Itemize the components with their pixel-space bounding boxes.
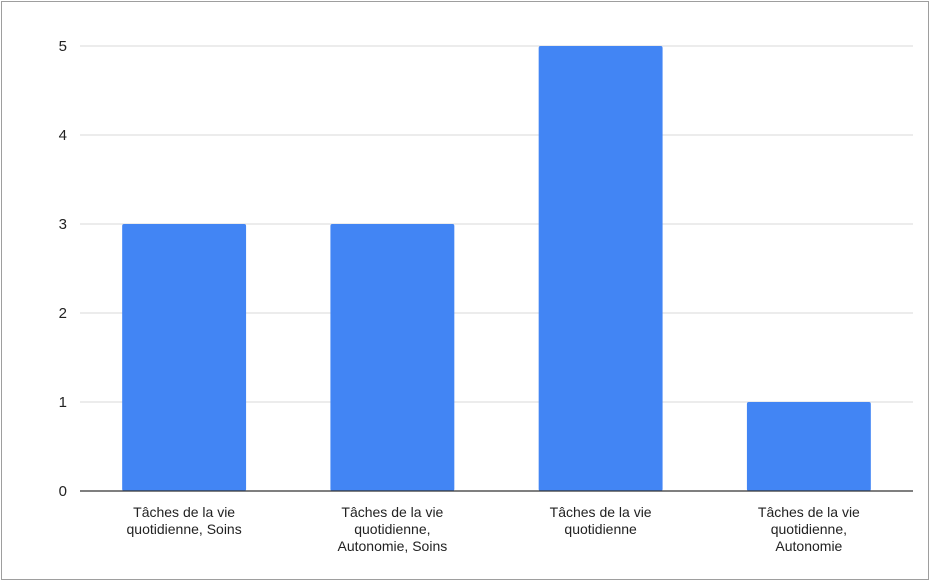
bar — [122, 224, 247, 491]
x-category-label-line: quotidienne, — [771, 521, 847, 537]
y-tick-label: 2 — [59, 305, 67, 322]
x-category-label: Tâches de la vie quotidienne, Autonomie, S… — [338, 504, 448, 554]
x-category-label-line: Tâches de la vie — [133, 504, 235, 520]
bar — [538, 46, 663, 491]
y-tick-label: 1 — [59, 394, 67, 411]
x-category-label-line: quotidienne, Soins — [127, 521, 242, 537]
x-category-label-line: Tâches de la vie — [341, 504, 443, 520]
y-tick-label: 5 — [59, 38, 67, 55]
y-tick-label: 0 — [59, 483, 67, 500]
y-tick-label: 4 — [59, 127, 67, 144]
x-category-label-line: Tâches de la vie — [550, 504, 652, 520]
bar — [330, 224, 455, 491]
x-category-label: Tâches de la vie quotidienne — [550, 504, 652, 537]
x-category-label: Tâches de la vie quotidienne, Autonomie — [758, 504, 860, 554]
x-axis-labels: Tâches de la vie quotidienne, SoinsTâches… — [127, 504, 861, 554]
x-category-label: Tâches de la vie quotidienne, Soins — [127, 504, 242, 537]
y-tick-label: 3 — [59, 216, 67, 233]
x-category-label-line: quotidienne, — [354, 521, 430, 537]
x-category-label-line: Tâches de la vie — [758, 504, 860, 520]
bar — [746, 402, 871, 491]
x-category-label-line: quotidienne — [564, 521, 637, 537]
x-category-label-line: Autonomie, Soins — [338, 538, 448, 554]
x-category-label-line: Autonomie — [775, 538, 842, 554]
bars — [122, 46, 871, 491]
y-axis-ticks: 0 1 2 3 4 5 — [59, 38, 67, 500]
